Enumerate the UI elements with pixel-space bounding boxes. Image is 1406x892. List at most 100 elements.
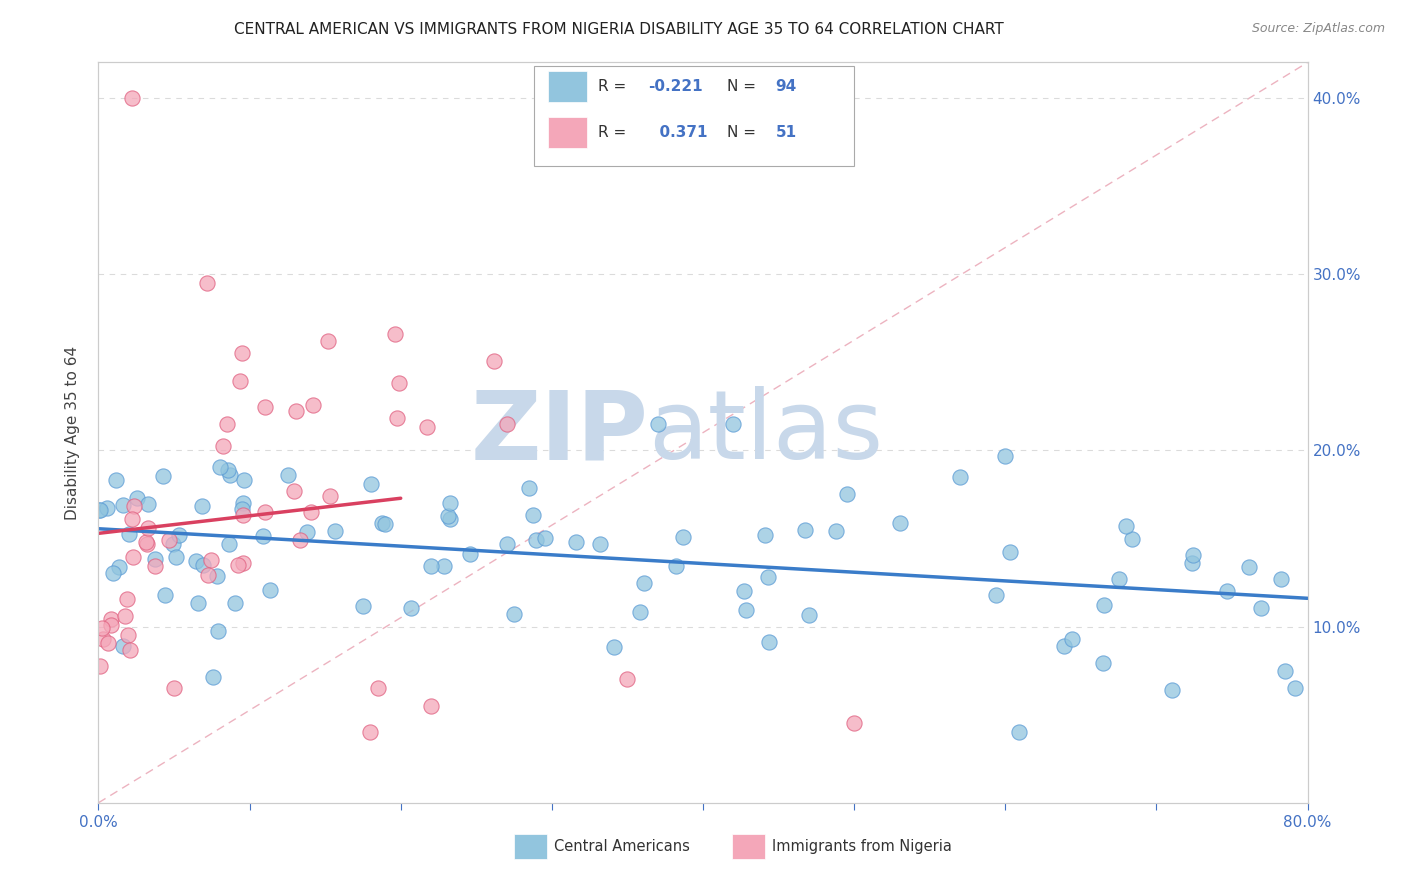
Point: [200, 553, 222, 567]
Point: [1060, 632, 1083, 646]
Point: [503, 607, 526, 622]
Point: [1053, 639, 1076, 653]
FancyBboxPatch shape: [548, 71, 586, 102]
Point: [162, 537, 184, 551]
Point: [191, 558, 214, 573]
Point: [299, 505, 322, 519]
Point: [229, 374, 252, 388]
Point: [734, 603, 756, 617]
Point: [1108, 572, 1130, 586]
Point: [1270, 572, 1292, 586]
Point: [157, 533, 180, 548]
FancyBboxPatch shape: [733, 834, 765, 859]
Point: [162, 681, 184, 695]
Text: R =: R =: [598, 79, 631, 94]
Point: [233, 473, 256, 487]
Point: [145, 558, 167, 573]
Point: [799, 608, 821, 623]
Point: [104, 473, 127, 487]
Text: 51: 51: [776, 125, 797, 140]
Point: [522, 508, 544, 522]
Point: [89, 502, 111, 516]
Point: [207, 624, 229, 638]
Point: [437, 509, 460, 524]
Point: [136, 497, 159, 511]
Text: Immigrants from Nigeria: Immigrants from Nigeria: [772, 839, 952, 854]
Point: [153, 588, 176, 602]
Point: [97, 636, 120, 650]
Text: N =: N =: [727, 79, 761, 94]
Point: [672, 530, 695, 544]
Point: [647, 417, 669, 431]
Point: [384, 326, 406, 341]
Point: [195, 276, 218, 290]
Point: [416, 420, 439, 434]
Point: [949, 469, 972, 483]
Point: [91, 621, 114, 635]
Point: [794, 523, 817, 537]
Point: [283, 484, 305, 499]
Text: Central Americans: Central Americans: [554, 839, 690, 854]
Point: [231, 346, 253, 360]
Point: [388, 376, 411, 390]
Point: [723, 417, 745, 431]
Text: 0.371: 0.371: [648, 125, 707, 140]
Point: [371, 516, 394, 531]
Point: [226, 558, 249, 572]
Text: CENTRAL AMERICAN VS IMMIGRANTS FROM NIGERIA DISABILITY AGE 35 TO 64 CORRELATION : CENTRAL AMERICAN VS IMMIGRANTS FROM NIGE…: [233, 22, 1004, 37]
Point: [187, 596, 209, 610]
Point: [360, 476, 382, 491]
Point: [107, 559, 129, 574]
Point: [1237, 560, 1260, 574]
Point: [754, 528, 776, 542]
Text: -0.221: -0.221: [648, 79, 703, 94]
Point: [252, 529, 274, 543]
Point: [100, 613, 122, 627]
FancyBboxPatch shape: [534, 66, 855, 166]
Point: [533, 531, 555, 545]
Point: [889, 516, 911, 530]
Point: [524, 533, 547, 548]
Point: [253, 400, 276, 414]
Y-axis label: Disability Age 35 to 64: Disability Age 35 to 64: [65, 345, 80, 520]
Point: [136, 521, 159, 535]
Point: [994, 449, 1017, 463]
Text: Source: ZipAtlas.com: Source: ZipAtlas.com: [1251, 22, 1385, 36]
Point: [482, 353, 505, 368]
Point: [616, 673, 638, 687]
Point: [998, 545, 1021, 559]
Point: [1216, 583, 1239, 598]
Point: [1091, 657, 1114, 671]
Point: [495, 537, 517, 551]
Point: [118, 642, 141, 657]
Point: [589, 537, 612, 551]
Point: [143, 552, 166, 566]
Text: R =: R =: [598, 125, 631, 140]
Point: [758, 635, 780, 649]
Point: [1182, 548, 1205, 562]
Point: [197, 567, 219, 582]
Point: [167, 527, 190, 541]
Text: N =: N =: [727, 125, 761, 140]
Point: [420, 698, 443, 713]
Point: [100, 617, 122, 632]
Point: [224, 596, 246, 610]
Point: [231, 502, 253, 516]
Point: [316, 334, 339, 348]
Point: [218, 537, 240, 551]
Point: [835, 487, 858, 501]
Text: ZIP: ZIP: [471, 386, 648, 479]
Point: [217, 463, 239, 477]
Point: [191, 499, 214, 513]
FancyBboxPatch shape: [515, 834, 547, 859]
Point: [101, 566, 124, 580]
Point: [360, 725, 382, 739]
Point: [295, 524, 318, 539]
Point: [1284, 681, 1306, 696]
Point: [419, 558, 441, 573]
Point: [352, 599, 374, 614]
Point: [91, 632, 114, 647]
Point: [986, 588, 1008, 602]
Point: [121, 91, 143, 105]
Point: [115, 591, 138, 606]
